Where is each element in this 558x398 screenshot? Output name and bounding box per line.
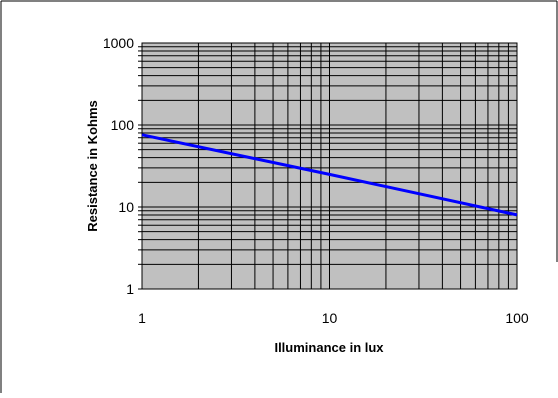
series-line [141, 133, 518, 217]
series-layer [141, 133, 518, 217]
x-axis-title: Illuminance in lux [274, 340, 384, 355]
x-tick-label: 1 [138, 310, 146, 326]
x-tick-label: 100 [505, 310, 529, 326]
y-tick-label: 1000 [103, 35, 134, 51]
y-tick-label: 1 [126, 281, 134, 297]
tick-labels: 1 10 100 1 10 100 1000 [103, 35, 529, 326]
x-tick-label: 10 [322, 310, 338, 326]
grid [138, 43, 517, 290]
y-tick-label: 10 [118, 199, 134, 215]
plot-frame [141, 42, 518, 290]
y-tick-label: 100 [111, 117, 135, 133]
y-axis-title: Resistance in Kohms [85, 100, 100, 232]
